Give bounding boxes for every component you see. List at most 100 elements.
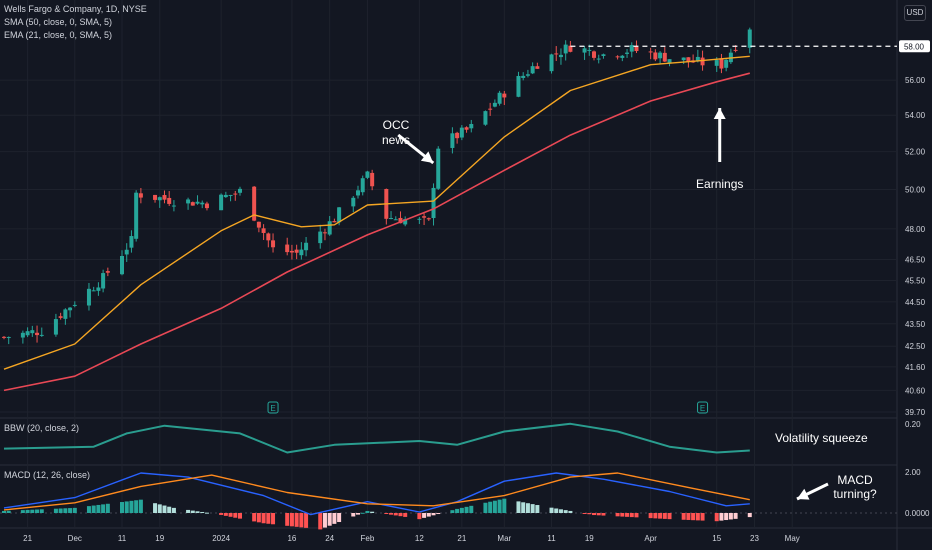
candle bbox=[256, 221, 261, 228]
signal-line bbox=[3, 472, 750, 511]
macd-histogram-bar bbox=[190, 510, 195, 513]
candle bbox=[96, 287, 101, 291]
candle bbox=[162, 195, 167, 200]
candle bbox=[63, 309, 68, 319]
macd-histogram-bar bbox=[648, 513, 653, 519]
candle bbox=[167, 197, 172, 204]
candle bbox=[332, 221, 337, 223]
macd-histogram-bar bbox=[266, 513, 271, 524]
candle bbox=[299, 249, 304, 256]
candle bbox=[535, 66, 540, 69]
candle bbox=[6, 337, 11, 339]
macd-histogram-bar bbox=[587, 513, 592, 515]
x-tick-label: Mar bbox=[497, 534, 511, 543]
candle bbox=[686, 57, 691, 62]
candle bbox=[582, 48, 587, 53]
candle bbox=[521, 75, 526, 78]
macd-histogram-bar bbox=[86, 506, 91, 513]
candle bbox=[563, 44, 568, 54]
macd-histogram-bar bbox=[285, 513, 290, 526]
macd-histogram-bar bbox=[256, 513, 261, 523]
macd-histogram-bar bbox=[549, 507, 554, 513]
candle bbox=[719, 58, 724, 69]
candle bbox=[483, 111, 488, 125]
macd-histogram-bar bbox=[167, 506, 172, 513]
macd-histogram-bar bbox=[25, 509, 30, 513]
macd-histogram-bar bbox=[2, 510, 6, 513]
macd-histogram-bar bbox=[318, 513, 323, 530]
macd-histogram-bar bbox=[422, 513, 427, 518]
candle bbox=[294, 249, 299, 253]
macd-histogram-bar bbox=[653, 513, 658, 519]
candle bbox=[30, 330, 35, 334]
candle bbox=[587, 49, 592, 51]
ema-legend[interactable]: EMA (21, close, 0, SMA, 5) bbox=[4, 30, 113, 40]
macd-histogram-bar bbox=[138, 499, 143, 513]
candle bbox=[502, 93, 507, 98]
candle bbox=[393, 219, 398, 221]
macd-histogram-bar bbox=[39, 509, 44, 513]
macd-histogram-bar bbox=[719, 513, 724, 521]
volatility-label: Volatility squeeze bbox=[775, 431, 868, 445]
candle bbox=[53, 319, 58, 335]
macd-histogram-bar bbox=[450, 510, 455, 513]
macd-histogram-bar bbox=[625, 513, 630, 517]
earnings-marker-label: E bbox=[270, 404, 275, 413]
candle bbox=[714, 60, 719, 66]
macd-histogram-bar bbox=[322, 513, 327, 528]
macd-histogram-bar bbox=[724, 513, 729, 521]
bbw-legend[interactable]: BBW (20, close, 2) bbox=[4, 423, 80, 433]
macd-histogram-bar bbox=[389, 513, 394, 515]
price-tag-box bbox=[899, 40, 930, 53]
candle bbox=[190, 202, 195, 206]
candle bbox=[497, 92, 502, 104]
candle bbox=[261, 228, 266, 233]
candle bbox=[398, 217, 403, 224]
macd-histogram-bar bbox=[464, 506, 469, 513]
candle bbox=[337, 207, 342, 223]
candle bbox=[304, 242, 309, 251]
macd-histogram-bar bbox=[535, 505, 540, 513]
y-tick-label: 52.00 bbox=[905, 148, 926, 157]
candle bbox=[219, 194, 224, 211]
sma-legend[interactable]: SMA (50, close, 0, SMA, 5) bbox=[4, 17, 113, 27]
macd-histogram-bar bbox=[370, 511, 375, 513]
candle bbox=[469, 124, 474, 129]
x-tick-label: 21 bbox=[457, 534, 466, 543]
macd-histogram-bar bbox=[53, 508, 58, 513]
macd-histogram-bar bbox=[403, 513, 408, 517]
candle bbox=[648, 51, 653, 53]
macd-legend[interactable]: MACD (12, 26, close) bbox=[4, 470, 91, 480]
macd-histogram-bar bbox=[592, 513, 596, 516]
candle bbox=[157, 197, 162, 201]
macd-histogram-bar bbox=[398, 513, 403, 517]
macd-histogram-bar bbox=[384, 513, 389, 514]
occ-label-line1: OCC bbox=[383, 118, 410, 132]
x-tick-label: 19 bbox=[585, 534, 594, 543]
macd-histogram-bar bbox=[101, 504, 106, 513]
macd-histogram-bar bbox=[120, 502, 124, 513]
currency-button[interactable]: USD bbox=[904, 5, 926, 21]
candle bbox=[601, 54, 606, 56]
macd-histogram-bar bbox=[728, 513, 733, 520]
candle bbox=[271, 240, 276, 248]
x-tick-label: 11 bbox=[118, 534, 127, 543]
macd-histogram-bar bbox=[714, 513, 719, 522]
macd-histogram-bar bbox=[360, 512, 365, 514]
macd-histogram-bar bbox=[596, 513, 601, 516]
bbw-line bbox=[3, 422, 750, 454]
macd-histogram-bar bbox=[294, 513, 299, 527]
x-tick-label: 21 bbox=[23, 534, 32, 543]
macd-histogram-bar bbox=[521, 502, 526, 513]
candle bbox=[252, 186, 257, 221]
x-tick-label: 12 bbox=[415, 534, 424, 543]
macd-histogram-bar bbox=[72, 507, 77, 513]
macd-histogram-bar bbox=[58, 508, 63, 513]
macd-histogram-bar bbox=[662, 513, 667, 519]
macd-histogram-bar bbox=[134, 500, 139, 513]
candle bbox=[389, 218, 394, 220]
candle bbox=[492, 102, 497, 107]
y-tick-label: 43.50 bbox=[905, 320, 926, 329]
macd-histogram-bar bbox=[568, 510, 573, 513]
macd-histogram-bar bbox=[6, 510, 11, 513]
